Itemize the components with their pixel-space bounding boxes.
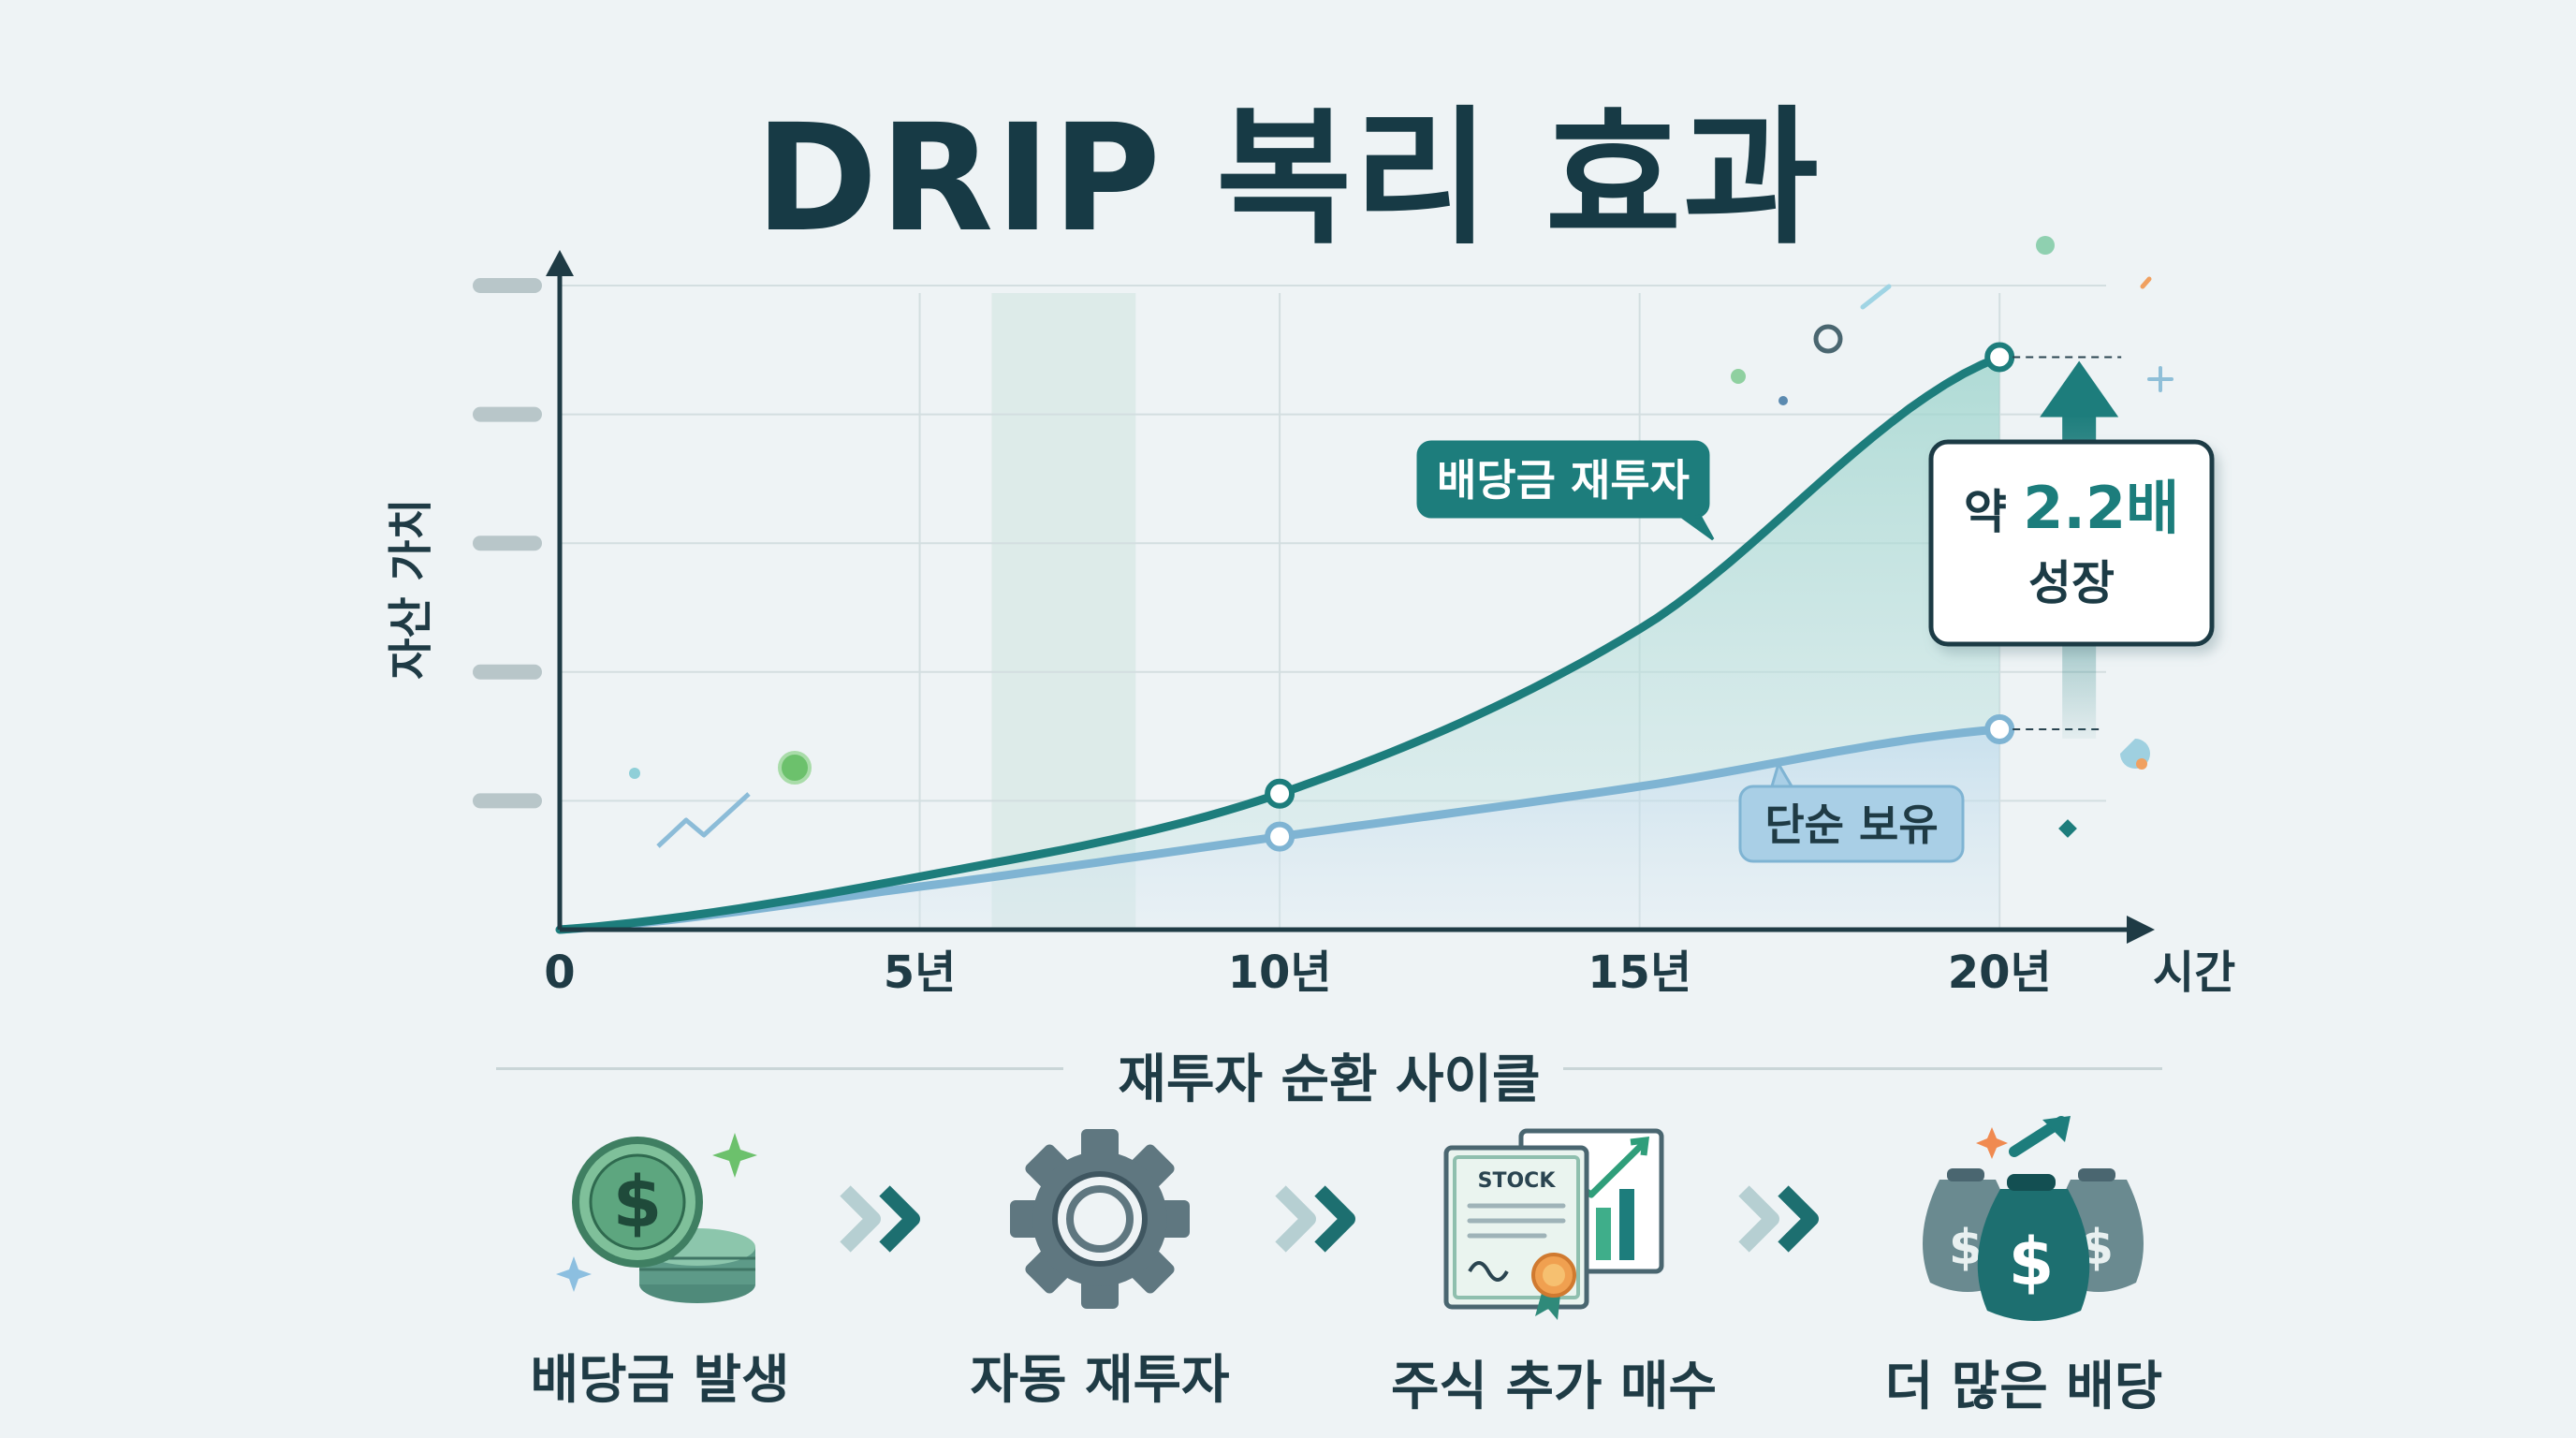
x-axis-label: 시간 [2153,946,2235,999]
dot-decoration [2136,758,2147,770]
cycle-title: 재투자 순환 사이클 [1118,1049,1541,1110]
series-label: 배당금 재투자 [1437,455,1690,506]
callout-box [1738,785,1965,863]
drip-area [560,357,2000,930]
chevron-right-icon [840,1185,920,1253]
cycle-step-more-dividends: $ $ $ 더 많은 배당 [1846,1114,2202,1417]
gear-icon [1010,1128,1190,1309]
growth-arrow-head [2040,360,2119,418]
x-tick-label: 5년 [884,946,957,999]
y-tick-mark [473,793,542,809]
svg-text:$: $ [1949,1220,1983,1276]
y-tick-mark [473,406,542,422]
data-point [1265,821,1295,852]
svg-text:$: $ [2009,1224,2055,1300]
annotation-prefix: 약 [1964,485,2023,539]
cycle-step-dividend: $ 배당금 발생 [482,1114,838,1414]
money-bags-icon: $ $ $ [1923,1116,2144,1321]
decorations [629,236,2174,848]
dash-decoration [1860,284,1892,310]
data-point [1984,342,2015,373]
dot-decoration [1778,396,1788,405]
chart-areas [560,357,2000,930]
legend-hold-callout: 단순 보유 [1738,760,1965,863]
cycle-step-reinvest: 자동 재투자 [922,1114,1278,1414]
annotation-line2: 성장 [2028,556,2115,610]
chart-axes [546,250,2155,944]
cycle-header: 재투자 순환 사이클 [496,1037,2162,1110]
hold-area [560,729,2000,930]
ring-decoration [1813,324,1843,354]
step-label: 자동 재투자 [970,1350,1230,1411]
divider-line [496,1067,1063,1070]
y-tick-mark [473,536,542,551]
callout-box [1416,440,1710,519]
step-label: 더 많은 배당 [1884,1357,2163,1417]
legend-drip-callout: 배당금 재투자 [1416,440,1715,541]
x-tick-label: 0 [544,946,575,999]
x-tick-label: 15년 [1588,946,1691,999]
step-label: 배당금 발생 [530,1350,790,1411]
annotation-line1: 약 2.2배 [1964,474,2179,542]
x-tick-label: 20년 [1948,946,2052,999]
page-title: DRIP 복리 효과 [754,93,1822,265]
diamond-decoration [2058,819,2077,838]
coin-stack-icon: $ [556,1132,757,1303]
divider-line [1563,1067,2162,1070]
cycle-step-buy-stock: STOCK 주식 추가 매수 [1376,1114,1732,1417]
series-label: 단순 보유 [1764,800,1938,850]
stock-certificate-icon: STOCK [1443,1128,1664,1320]
y-axis-label: 자산 가치 [385,498,437,679]
annotation-multiplier: 2.2배 [2023,474,2179,542]
data-point [1984,713,2015,744]
chevron-right-icon [1738,1185,1819,1253]
dot-decoration [2036,236,2055,255]
dash-decoration [2140,276,2152,289]
annotation-box [1928,439,2215,647]
y-tick-mark [473,278,542,293]
dot-decoration [778,751,812,785]
stock-label: STOCK [1478,1169,1557,1193]
x-axis-arrow [2127,916,2155,944]
highlight-band [991,293,1136,930]
y-axis-arrow [546,250,574,276]
dot-decoration [629,768,640,779]
y-tick-mark [473,664,542,680]
trend-decoration [656,792,751,848]
plus-decoration [2147,366,2174,392]
step-label: 주식 추가 매수 [1390,1357,1718,1417]
dot-decoration [1731,369,1746,384]
data-point [1265,778,1295,809]
x-tick-label: 10년 [1228,946,1332,999]
chevron-right-icon [1275,1185,1355,1253]
svg-text:$: $ [613,1160,663,1243]
